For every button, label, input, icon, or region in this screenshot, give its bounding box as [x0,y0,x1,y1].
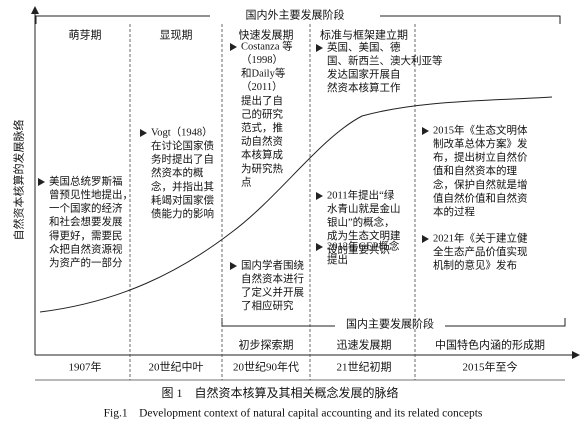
note-line: 国、新西兰、澳大利亚等 [327,54,443,67]
note-line: 念，保护自然就是增 [433,178,528,191]
bracket-bg [335,317,445,333]
note-line: 机制的意见》发布 [433,259,517,272]
note-line: Costanza 等 [241,39,293,52]
note-line: 务时提出了自 [151,153,214,166]
note-line: 2012年GEP概念 [327,239,400,252]
timeline-label: 20世纪中叶 [149,361,204,374]
caption-en: Fig.1 Development context of natural cap… [104,408,483,420]
bullet [38,178,45,186]
note-line: 了定义并开展 [241,286,304,299]
note-line: 众把自然资源视 [49,242,123,255]
note-line: 点 [241,176,252,188]
note-line: 动自然资 [241,135,283,148]
global-period: 快速发展期 [239,28,294,42]
note-line: （1998） [241,54,283,66]
note-line: 耗竭对国家偿 [151,193,214,206]
bullet [230,262,237,270]
timeline-label: 1907年 [69,360,102,374]
note-line: 国内学者围绕 [241,258,304,271]
note-line: （2011） [241,81,283,93]
bullet [422,127,429,135]
note-line: 和社会想要发展 [49,215,123,228]
note-line: 念，并指出其 [151,180,214,193]
bracket-bg [210,8,380,24]
note-line: 为资产的一部分 [49,256,123,269]
note-line: 2015年《生态文明体 [433,123,528,136]
note-line: 成为生态文明建 [327,229,401,242]
note-line: 在讨论国家债 [151,139,214,152]
domestic-stages: 国内主要发展阶段 [346,317,434,331]
bullet [316,44,323,52]
note-line: 发达国家开展自 [327,68,401,81]
note-line: 本的过程 [433,205,475,218]
note-line: 2011年提出“绿 [327,188,395,201]
note-line: 提出 [327,253,348,266]
domestic-period: 中国特色内涵的形成期 [435,338,545,352]
timeline-label: 2015年至今 [463,360,518,374]
note-line: 然资本的概 [151,166,204,179]
global-stages: 国内外主要发展阶段 [246,8,345,22]
note-line: 然资本核算工作 [327,81,401,94]
note-line: 设的重要共识 [327,243,390,256]
note-line: 为研究热 [241,162,283,175]
axis-label: 自然资本核算的发展脉络 [12,120,26,241]
note-line: 提出了自 [241,94,283,107]
note-line: 水青山就是金山 [327,202,401,215]
note-line: 值和自然资本的理 [433,164,517,177]
note-line: 了相应研究 [241,299,294,312]
note-line: 己的研究 [241,107,283,120]
note-line: 制改革总体方案》发 [433,137,528,150]
domestic-period: 迅速发展期 [337,338,392,352]
bullet [316,192,323,200]
note-line: 和Daily等 [241,67,286,80]
dividers [35,24,565,381]
bullet [140,129,147,137]
note-line: 英国、美国、德 [327,40,401,53]
note-line: 银山”的概念， [327,216,395,229]
global-period: 标准与框架建立期 [320,28,408,42]
bullet [422,235,429,243]
note-line: 债能力的影响 [151,207,214,220]
timeline-label: 21世纪初期 [337,360,392,374]
note-line: 范式，推 [241,121,283,134]
global-period: 显现期 [160,29,193,42]
note-line: 全生态产品价值实现 [433,245,528,258]
note-line: Vogt（1948） [151,126,213,138]
development-curve [39,96,553,313]
note-line: 自然资本进行 [241,272,304,285]
domestic-period: 初步探索期 [239,338,294,352]
note-line: 本核算成 [241,148,283,161]
note-line: 得更好，需要民 [49,230,123,242]
caption-zh: 图 1 自然资本核算及其相关概念发展的脉络 [161,385,398,400]
note-line: 曾预见性地提出， [49,188,133,201]
bullet [316,243,323,251]
global-period: 萌芽期 [69,28,102,42]
bullet [230,43,237,51]
note-line: 值自然价值和自然资 [433,191,528,204]
note-line: 布，提出树立自然价 [433,151,528,164]
timeline-label: 20世纪90年代 [233,360,299,374]
note-line: 一个国家的经济 [49,202,123,215]
note-line: 2021年《关于建立健 [433,231,528,244]
note-line: 美国总统罗斯福 [49,174,123,187]
